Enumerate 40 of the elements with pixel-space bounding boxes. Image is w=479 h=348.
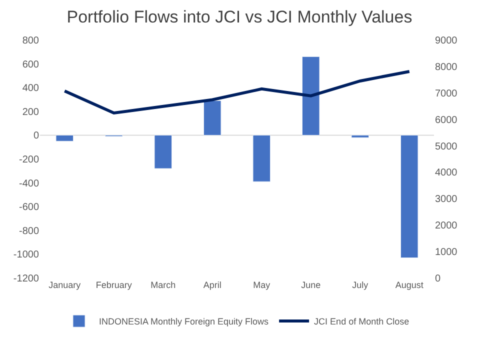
- x-tick-label: April: [203, 280, 222, 290]
- x-tick-label: June: [301, 280, 321, 290]
- x-tick-label: July: [352, 280, 369, 290]
- x-tick-label: March: [150, 280, 176, 290]
- y2-tick-label: 9000: [435, 36, 458, 46]
- y-tick-label: -1200: [13, 274, 40, 284]
- y2-tick-label: 5000: [435, 141, 458, 152]
- y2-tick-label: 7000: [435, 88, 458, 100]
- bar: [154, 134, 172, 169]
- line-series: [63, 70, 411, 114]
- y-tick-label: 400: [22, 83, 40, 94]
- y-tick-label: -400: [18, 178, 40, 190]
- x-tick-label: February: [96, 280, 132, 290]
- y2-tick-label: 8000: [435, 62, 458, 73]
- x-tick-label: May: [253, 280, 271, 290]
- x-tick-label: January: [48, 280, 82, 290]
- y-tick-label: 600: [22, 59, 40, 70]
- legend-label: INDONESIA Monthly Foreign Equity Flows: [99, 316, 270, 327]
- legend-label: JCI End of Month Close: [314, 316, 410, 327]
- bar: [252, 134, 270, 182]
- bar: [302, 56, 320, 136]
- y-tick-label: -600: [18, 202, 40, 214]
- y2-tick-label: 6000: [435, 114, 458, 126]
- x-tick-label: August: [395, 280, 424, 290]
- y-tick-label: 0: [33, 130, 40, 142]
- y-tick-label: -200: [18, 154, 40, 166]
- y2-tick-label: 3000: [435, 194, 458, 206]
- bar: [351, 134, 369, 138]
- y2-tick-label: 4000: [435, 168, 458, 179]
- y2-tick-label: 0: [435, 274, 441, 284]
- y-tick-label: -1000: [13, 250, 40, 261]
- bar: [204, 100, 222, 136]
- y2-tick-label: 2000: [435, 220, 458, 232]
- chart-title: Portfolio Flows into JCI vs JCI Monthly Values: [66, 7, 412, 26]
- y-tick-label: 800: [22, 36, 40, 46]
- bar: [400, 134, 418, 258]
- y2-tick-label: 1000: [435, 247, 458, 258]
- y-tick-label: 200: [22, 106, 40, 118]
- bar: [56, 134, 74, 142]
- y-tick-label: -800: [18, 226, 40, 237]
